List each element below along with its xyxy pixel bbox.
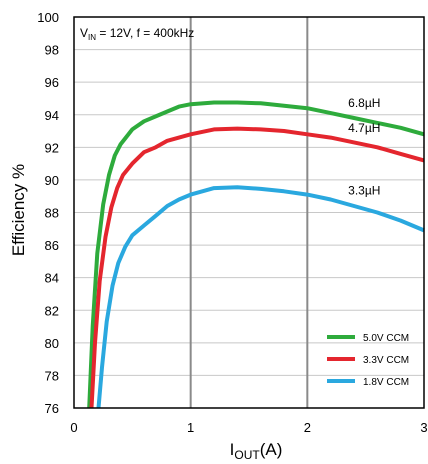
inductor-label: 6.8µH	[348, 96, 380, 110]
y-tick-label: 92	[45, 140, 59, 155]
x-axis-title: IOUT(A)	[230, 440, 283, 462]
y-tick-label: 76	[45, 401, 59, 416]
grid-lines	[74, 17, 424, 408]
y-tick-label: 88	[45, 206, 59, 221]
plot-frame	[73, 16, 425, 409]
y-tick-label: 82	[45, 303, 59, 318]
series-line	[89, 126, 425, 409]
x-tick-labels: 0 1 2 3	[70, 420, 427, 435]
legend-label: 5.0V CCM	[363, 333, 409, 344]
series-lines	[87, 100, 425, 409]
inductor-label: 4.7µH	[348, 121, 380, 135]
series-line	[87, 100, 425, 409]
y-tick-label: 84	[45, 271, 59, 286]
y-tick-label: 90	[45, 173, 59, 188]
legend-label: 3.3V CCM	[363, 355, 409, 366]
y-tick-label: 94	[45, 108, 59, 123]
legend-label: 1.8V CCM	[363, 377, 409, 388]
y-tick-label: 80	[45, 336, 59, 351]
y-tick-label: 78	[45, 368, 59, 383]
y-tick-label: 98	[45, 43, 59, 58]
conditions-annotation: VIN = 12V, f = 400kHz	[80, 26, 194, 42]
x-tick-label: 1	[187, 420, 194, 435]
legend: 5.0V CCM 3.3V CCM 1.8V CCM	[327, 333, 409, 388]
series-line	[96, 185, 425, 409]
y-tick-labels: 76 78 80 82 84 86 88 90 92 94 96 98 100	[37, 10, 59, 416]
inductor-label: 3.3µH	[348, 183, 380, 197]
x-tick-label: 0	[70, 420, 77, 435]
y-tick-label: 96	[45, 75, 59, 90]
y-axis-title: Efficiency %	[9, 164, 28, 256]
x-tick-label: 3	[420, 420, 427, 435]
curve-labels: 6.8µH 4.7µH 3.3µH	[348, 96, 380, 198]
y-tick-label: 100	[37, 10, 59, 25]
x-tick-label: 2	[304, 420, 311, 435]
y-tick-label: 86	[45, 238, 59, 253]
